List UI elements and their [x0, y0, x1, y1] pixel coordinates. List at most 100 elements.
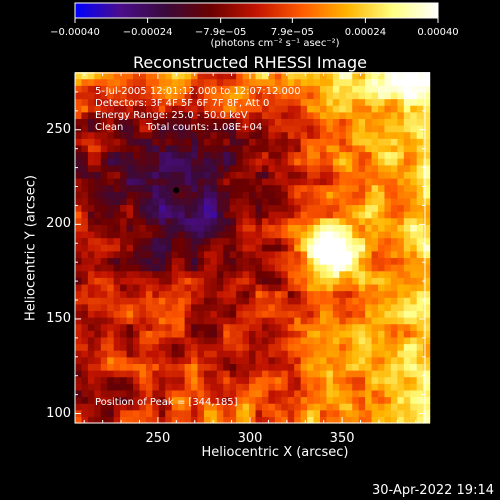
heatmap-cell — [216, 330, 224, 338]
heatmap-cell — [120, 350, 128, 358]
heatmap-cell — [371, 303, 379, 312]
heatmap-cell — [120, 217, 128, 225]
heatmap-cell — [384, 389, 392, 398]
heatmap-cell — [197, 131, 205, 139]
heatmap-cell — [294, 138, 302, 146]
heatmap-cell — [184, 78, 192, 86]
heatmap-cell — [158, 403, 166, 411]
heatmap-cell — [100, 144, 108, 153]
heatmap-cell — [139, 164, 147, 172]
heatmap-cell — [107, 416, 115, 424]
heatmap-cell — [94, 277, 102, 285]
heatmap-cell — [203, 164, 211, 172]
heatmap-cell — [403, 257, 411, 265]
heatmap-cell — [294, 184, 302, 192]
heatmap-cell — [294, 297, 302, 305]
heatmap-cell — [320, 237, 328, 245]
heatmap-cell — [397, 78, 405, 86]
heatmap-cell — [287, 91, 295, 100]
heatmap-cell — [158, 270, 166, 278]
heatmap-cell — [75, 105, 83, 113]
heatmap-cell — [352, 211, 360, 219]
heatmap-cell — [249, 310, 257, 318]
heatmap-cell — [107, 72, 115, 80]
heatmap-cell — [352, 257, 360, 265]
markers — [173, 187, 180, 194]
heatmap-cell — [210, 310, 218, 318]
heatmap-cell — [294, 151, 302, 159]
heatmap-cell — [133, 230, 141, 239]
heatmap-cell — [113, 264, 121, 272]
heatmap-cell — [113, 184, 121, 192]
heatmap-cell — [345, 383, 353, 391]
heatmap-cell — [145, 264, 153, 272]
heatmap-cell — [384, 343, 392, 351]
heatmap-cell — [191, 184, 199, 192]
heatmap-cell — [139, 244, 147, 252]
heatmap-cell — [152, 78, 160, 86]
heatmap-cell — [384, 303, 392, 312]
heatmap-cell — [120, 211, 128, 219]
heatmap-cell — [184, 118, 192, 126]
heatmap-cell — [358, 343, 366, 351]
heatmap-cell — [397, 297, 405, 305]
heatmap-cell — [242, 343, 250, 351]
heatmap-cell — [410, 158, 418, 166]
heatmap-cell — [139, 230, 147, 239]
heatmap-cell — [287, 283, 295, 292]
heatmap-cell — [403, 297, 411, 305]
heatmap-cell — [223, 409, 231, 417]
heatmap-cell — [87, 310, 95, 318]
heatmap-cell — [87, 336, 95, 345]
heatmap-cell — [75, 217, 83, 225]
heatmap-cell — [178, 98, 186, 106]
heatmap-cell — [216, 409, 224, 417]
heatmap-cell — [94, 230, 102, 239]
heatmap-cell — [397, 158, 405, 166]
heatmap-cell — [133, 250, 141, 259]
heatmap-cell — [249, 197, 257, 206]
heatmap-cell — [332, 211, 340, 219]
heatmap-cell — [216, 91, 224, 100]
heatmap-cell — [378, 290, 386, 298]
heatmap-cell — [294, 416, 302, 424]
heatmap-cell — [107, 303, 115, 312]
heatmap-cell — [261, 297, 270, 305]
heatmap-cell — [203, 217, 211, 225]
heatmap-cell — [165, 343, 173, 351]
heatmap-cell — [249, 350, 257, 358]
heatmap-cell — [236, 125, 244, 133]
heatmap-cell — [87, 383, 95, 391]
heatmap-cell — [178, 330, 186, 338]
heatmap-cell — [171, 350, 179, 358]
heatmap-cell — [255, 396, 263, 404]
heatmap-cell — [274, 171, 282, 179]
heatmap-cell — [152, 98, 160, 106]
heatmap-cell — [242, 191, 250, 199]
heatmap-cell — [210, 125, 218, 133]
heatmap-cell — [307, 184, 315, 192]
heatmap-cell — [378, 230, 386, 239]
heatmap-cell — [352, 230, 360, 239]
heatmap-cell — [358, 118, 366, 126]
heatmap-cell — [113, 151, 121, 159]
heatmap-cell — [184, 151, 192, 159]
heatmap-cell — [416, 317, 424, 325]
heatmap-cell — [384, 257, 392, 265]
heatmap-cell — [223, 204, 231, 212]
heatmap-cell — [158, 217, 166, 225]
heatmap-cell — [255, 217, 263, 225]
heatmap-cell — [75, 244, 83, 252]
heatmap-cell — [287, 356, 295, 364]
heatmap-cell — [358, 403, 366, 411]
heatmap-cell — [345, 409, 353, 417]
heatmap-cell — [397, 416, 405, 424]
heatmap-cell — [378, 197, 386, 206]
heatmap-cell — [87, 389, 95, 398]
heatmap-cell — [345, 264, 353, 272]
heatmap-cell — [332, 125, 340, 133]
heatmap-cell — [416, 164, 424, 172]
heatmap-cell — [307, 330, 315, 338]
heatmap-cell — [307, 105, 315, 113]
heatmap-cell — [171, 370, 179, 378]
